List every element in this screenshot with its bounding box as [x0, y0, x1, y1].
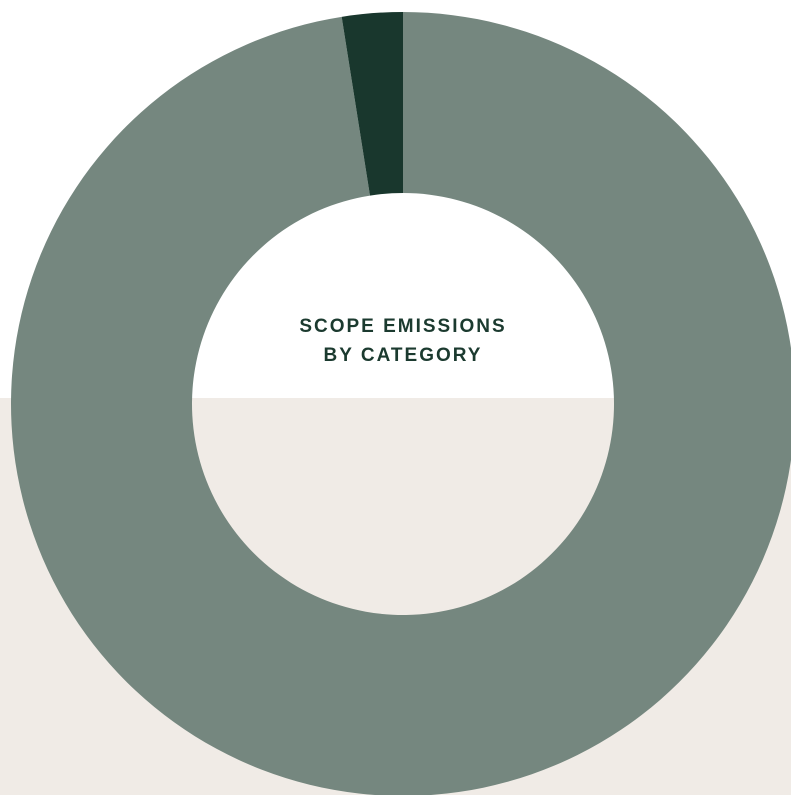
chart-title: SCOPE EMISSIONS BY CATEGORY: [253, 312, 553, 370]
donut-slice-2: [341, 12, 403, 196]
donut-slice-1: [11, 12, 791, 795]
chart-title-line-1: SCOPE EMISSIONS: [299, 316, 507, 337]
chart-title-line-2: BY CATEGORY: [323, 345, 483, 366]
